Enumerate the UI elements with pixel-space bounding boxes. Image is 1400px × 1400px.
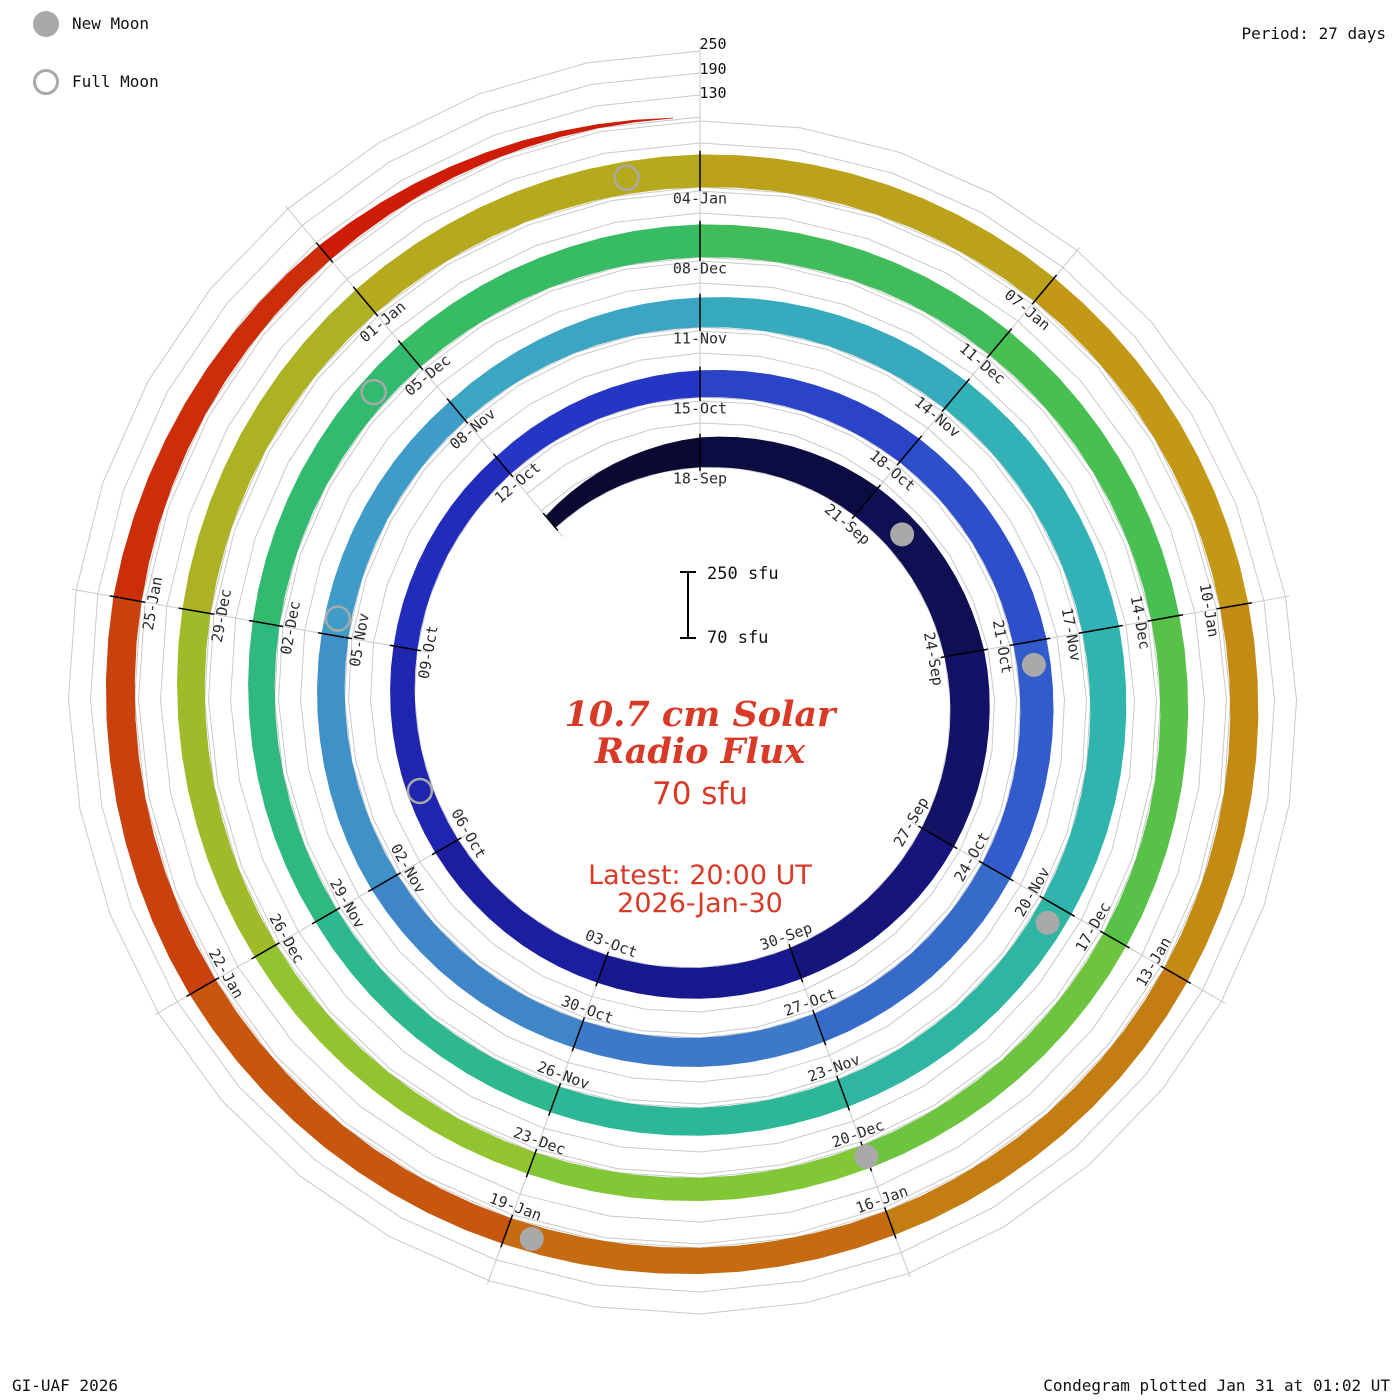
chart-title-line1: 10.7 cm Solar (564, 694, 836, 735)
new-moon-marker (1035, 910, 1060, 935)
new-moon-marker (854, 1144, 879, 1169)
segment-tick (595, 951, 610, 987)
segment-tick (1039, 895, 1075, 917)
segment-tick (918, 825, 958, 850)
segment-tick (178, 607, 215, 616)
segment-tick (940, 648, 988, 659)
segment-tick (367, 872, 401, 893)
segment-tick (851, 484, 881, 520)
flux-band-segment (318, 117, 673, 260)
new-moon-marker (519, 1226, 544, 1251)
segment-tick (1078, 624, 1123, 634)
scalebar-top-cap (680, 571, 696, 573)
plotted-timestamp-label: Condegram plotted Jan 31 at 01:02 UT (1043, 1376, 1390, 1395)
grid-spiral-line (89, 72, 1276, 1293)
latest-date-label: 2026-Jan-30 (617, 888, 783, 919)
date-label: 08-Dec (673, 260, 727, 278)
segment-tick (492, 453, 514, 478)
segment-tick (1009, 637, 1051, 647)
segment-tick (542, 512, 559, 531)
segment-tick (186, 977, 220, 998)
scalebar-bottom-cap (680, 637, 696, 639)
segment-tick (836, 1075, 851, 1111)
segment-tick (883, 1207, 897, 1239)
full-moon-icon (33, 69, 59, 95)
full-moon-marker (613, 164, 640, 192)
current-flux-value: 70 sfu (651, 776, 748, 812)
flux-band-segment (189, 979, 512, 1244)
segment-tick (317, 631, 353, 640)
credit-label: GI-UAF 2026 (12, 1376, 118, 1395)
flux-band-segment (393, 456, 511, 651)
segment-tick (352, 286, 379, 317)
segment-tick (248, 619, 284, 628)
scalebar-line (687, 572, 689, 638)
segment-tick (1147, 614, 1184, 622)
full-moon-legend-label: Full Moon (72, 72, 159, 91)
new-moon-marker (890, 522, 915, 547)
segment-tick (389, 644, 422, 652)
segment-tick (251, 942, 280, 960)
scale-label-190: 190 (699, 60, 727, 78)
segment-tick (1160, 965, 1192, 985)
segment-tick (547, 1083, 562, 1116)
segment-tick (571, 1017, 586, 1052)
new-moon-marker (1021, 652, 1046, 677)
chart-title-line2: Radio Flux (594, 731, 806, 772)
date-label: 11-Nov (673, 330, 727, 348)
segment-tick (978, 860, 1014, 882)
scalebar-top-label: 250 sfu (707, 564, 779, 584)
segment-tick (1031, 274, 1058, 305)
date-label: 04-Jan (673, 190, 727, 208)
scale-label-250: 250 (699, 35, 727, 53)
full-moon-marker (360, 378, 387, 406)
segment-tick (315, 242, 334, 263)
date-label: 18-Sep (673, 470, 727, 488)
segment-tick (525, 1148, 538, 1178)
date-label: 15-Oct (673, 400, 727, 418)
segment-tick (1100, 930, 1130, 949)
segment-tick (397, 340, 424, 371)
latest-time-label: Latest: 20:00 UT (588, 860, 812, 891)
segment-tick (431, 837, 462, 856)
segment-tick (311, 907, 341, 925)
flux-band-segment (501, 1210, 895, 1275)
new-moon-legend-label: New Moon (72, 14, 150, 33)
scalebar-bottom-label: 70 sfu (707, 628, 769, 648)
new-moon-icon (33, 11, 59, 37)
period-label: Period: 27 days (1241, 24, 1387, 43)
segment-tick (446, 398, 469, 424)
full-moon-marker (406, 777, 434, 805)
segment-tick (788, 944, 804, 983)
flux-band-segment (885, 967, 1188, 1236)
segment-tick (1216, 601, 1253, 610)
full-moon-marker (324, 605, 352, 632)
scale-label-130: 130 (699, 84, 727, 102)
segment-tick (500, 1214, 514, 1248)
segment-tick (812, 1009, 827, 1046)
segment-tick (896, 435, 923, 466)
segment-tick (109, 595, 146, 603)
segment-tick (941, 378, 971, 412)
segment-tick (986, 328, 1013, 359)
